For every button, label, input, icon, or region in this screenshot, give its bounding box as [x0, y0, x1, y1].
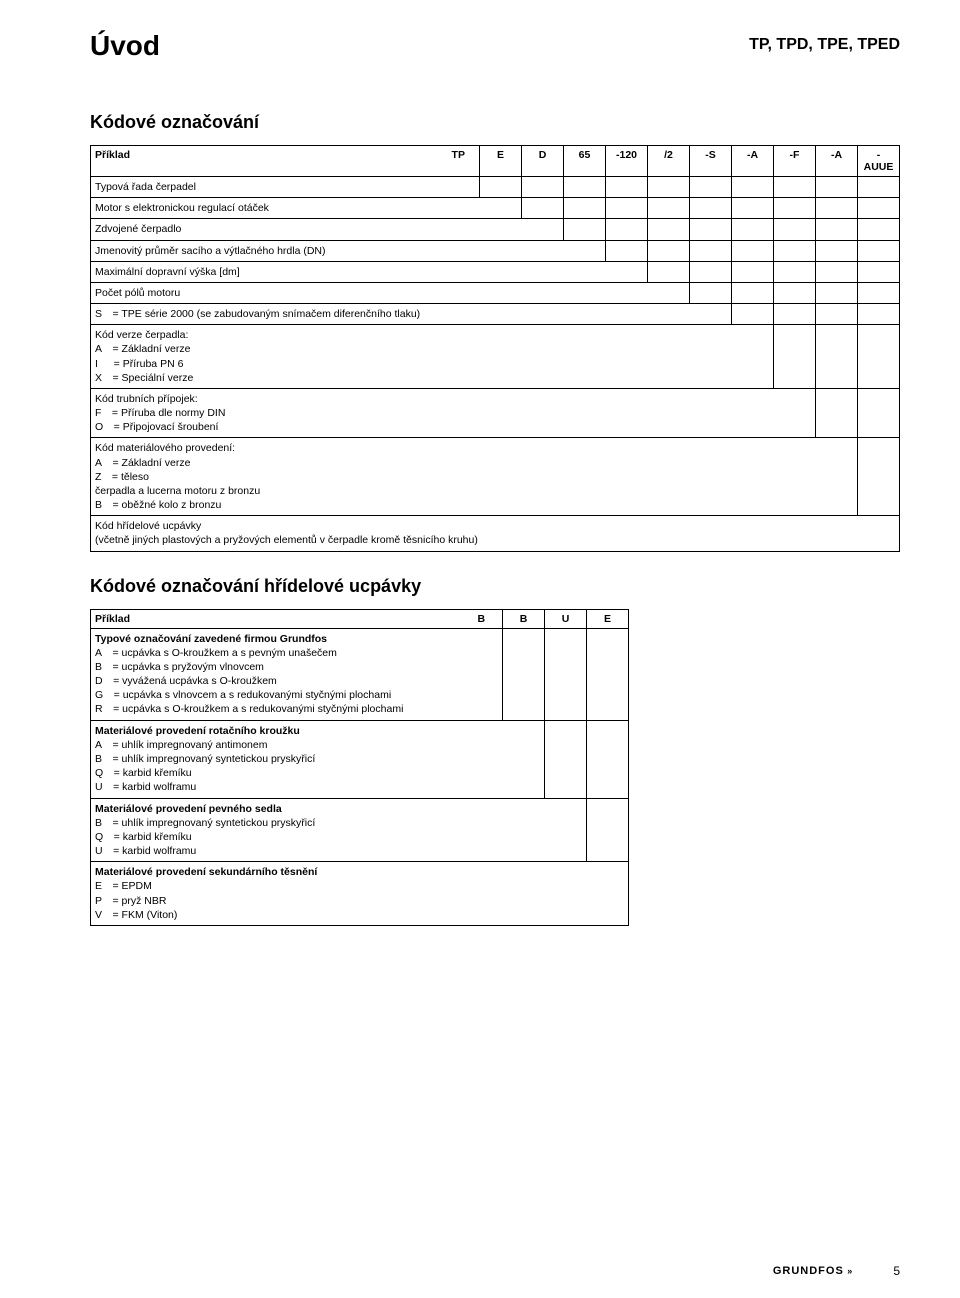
code-cell: -120	[606, 146, 648, 177]
table2-row: Typové označování zavedené firmou Grundf…	[91, 628, 503, 720]
table2-row: Materiálové provedení rotačního kroužkuA…	[91, 720, 545, 798]
code-cell: /2	[648, 146, 690, 177]
table-row: Zdvojené čerpadlo	[91, 219, 564, 240]
code-cell: B	[461, 609, 503, 628]
page-header: Úvod TP, TPD, TPE, TPED	[90, 30, 900, 62]
table-row: Kód trubních přípojek:F = Příruba dle no…	[91, 388, 816, 438]
code-cell: D	[522, 146, 564, 177]
code-cell: 65	[564, 146, 606, 177]
section1-title: Kódové označování	[90, 112, 900, 133]
page-footer: GRUNDFOS » 5	[773, 1264, 900, 1278]
table-row: Kód hřídelové ucpávky(včetně jiných plas…	[91, 516, 900, 551]
header-title: Úvod	[90, 30, 160, 62]
code-cell: -AUUE	[858, 146, 900, 177]
table-row: Maximální dopravní výška [dm]	[91, 261, 648, 282]
type-key-table-1: PříkladTPED65-120/2-S-A-F-A-AUUETypová ř…	[90, 145, 900, 552]
footer-logo: GRUNDFOS »	[773, 1265, 853, 1277]
table-row: Motor s elektronickou regulací otáček	[91, 198, 522, 219]
table-row-header: Příklad	[91, 146, 438, 177]
table-row: Kód materiálového provedení:A = Základní…	[91, 438, 858, 516]
section2-title: Kódové označování hřídelové ucpávky	[90, 576, 900, 597]
table-row: S = TPE série 2000 (se zabudovaným sníma…	[91, 304, 732, 325]
table-row: Jmenovitý průměr sacího a výtlačného hrd…	[91, 240, 606, 261]
page-number: 5	[893, 1264, 900, 1278]
code-cell: -S	[690, 146, 732, 177]
type-key-table-2: PříkladBBUETypové označování zavedené fi…	[90, 609, 629, 926]
code-cell: TP	[438, 146, 480, 177]
table-row: Počet pólů motoru	[91, 282, 690, 303]
code-cell: E	[587, 609, 629, 628]
table2-row: Materiálové provedení sekundárního těsně…	[91, 862, 629, 926]
code-cell: U	[545, 609, 587, 628]
table-row: Kód verze čerpadla:A = Základní verzeI =…	[91, 325, 774, 389]
table2-row-header: Příklad	[91, 609, 461, 628]
table2-row: Materiálové provedení pevného sedlaB = u…	[91, 798, 587, 862]
code-cell: E	[480, 146, 522, 177]
code-cell: -F	[774, 146, 816, 177]
code-cell: B	[503, 609, 545, 628]
code-cell: -A	[732, 146, 774, 177]
header-subtitle: TP, TPD, TPE, TPED	[749, 36, 900, 54]
code-cell: -A	[816, 146, 858, 177]
table-row: Typová řada čerpadel	[91, 177, 480, 198]
